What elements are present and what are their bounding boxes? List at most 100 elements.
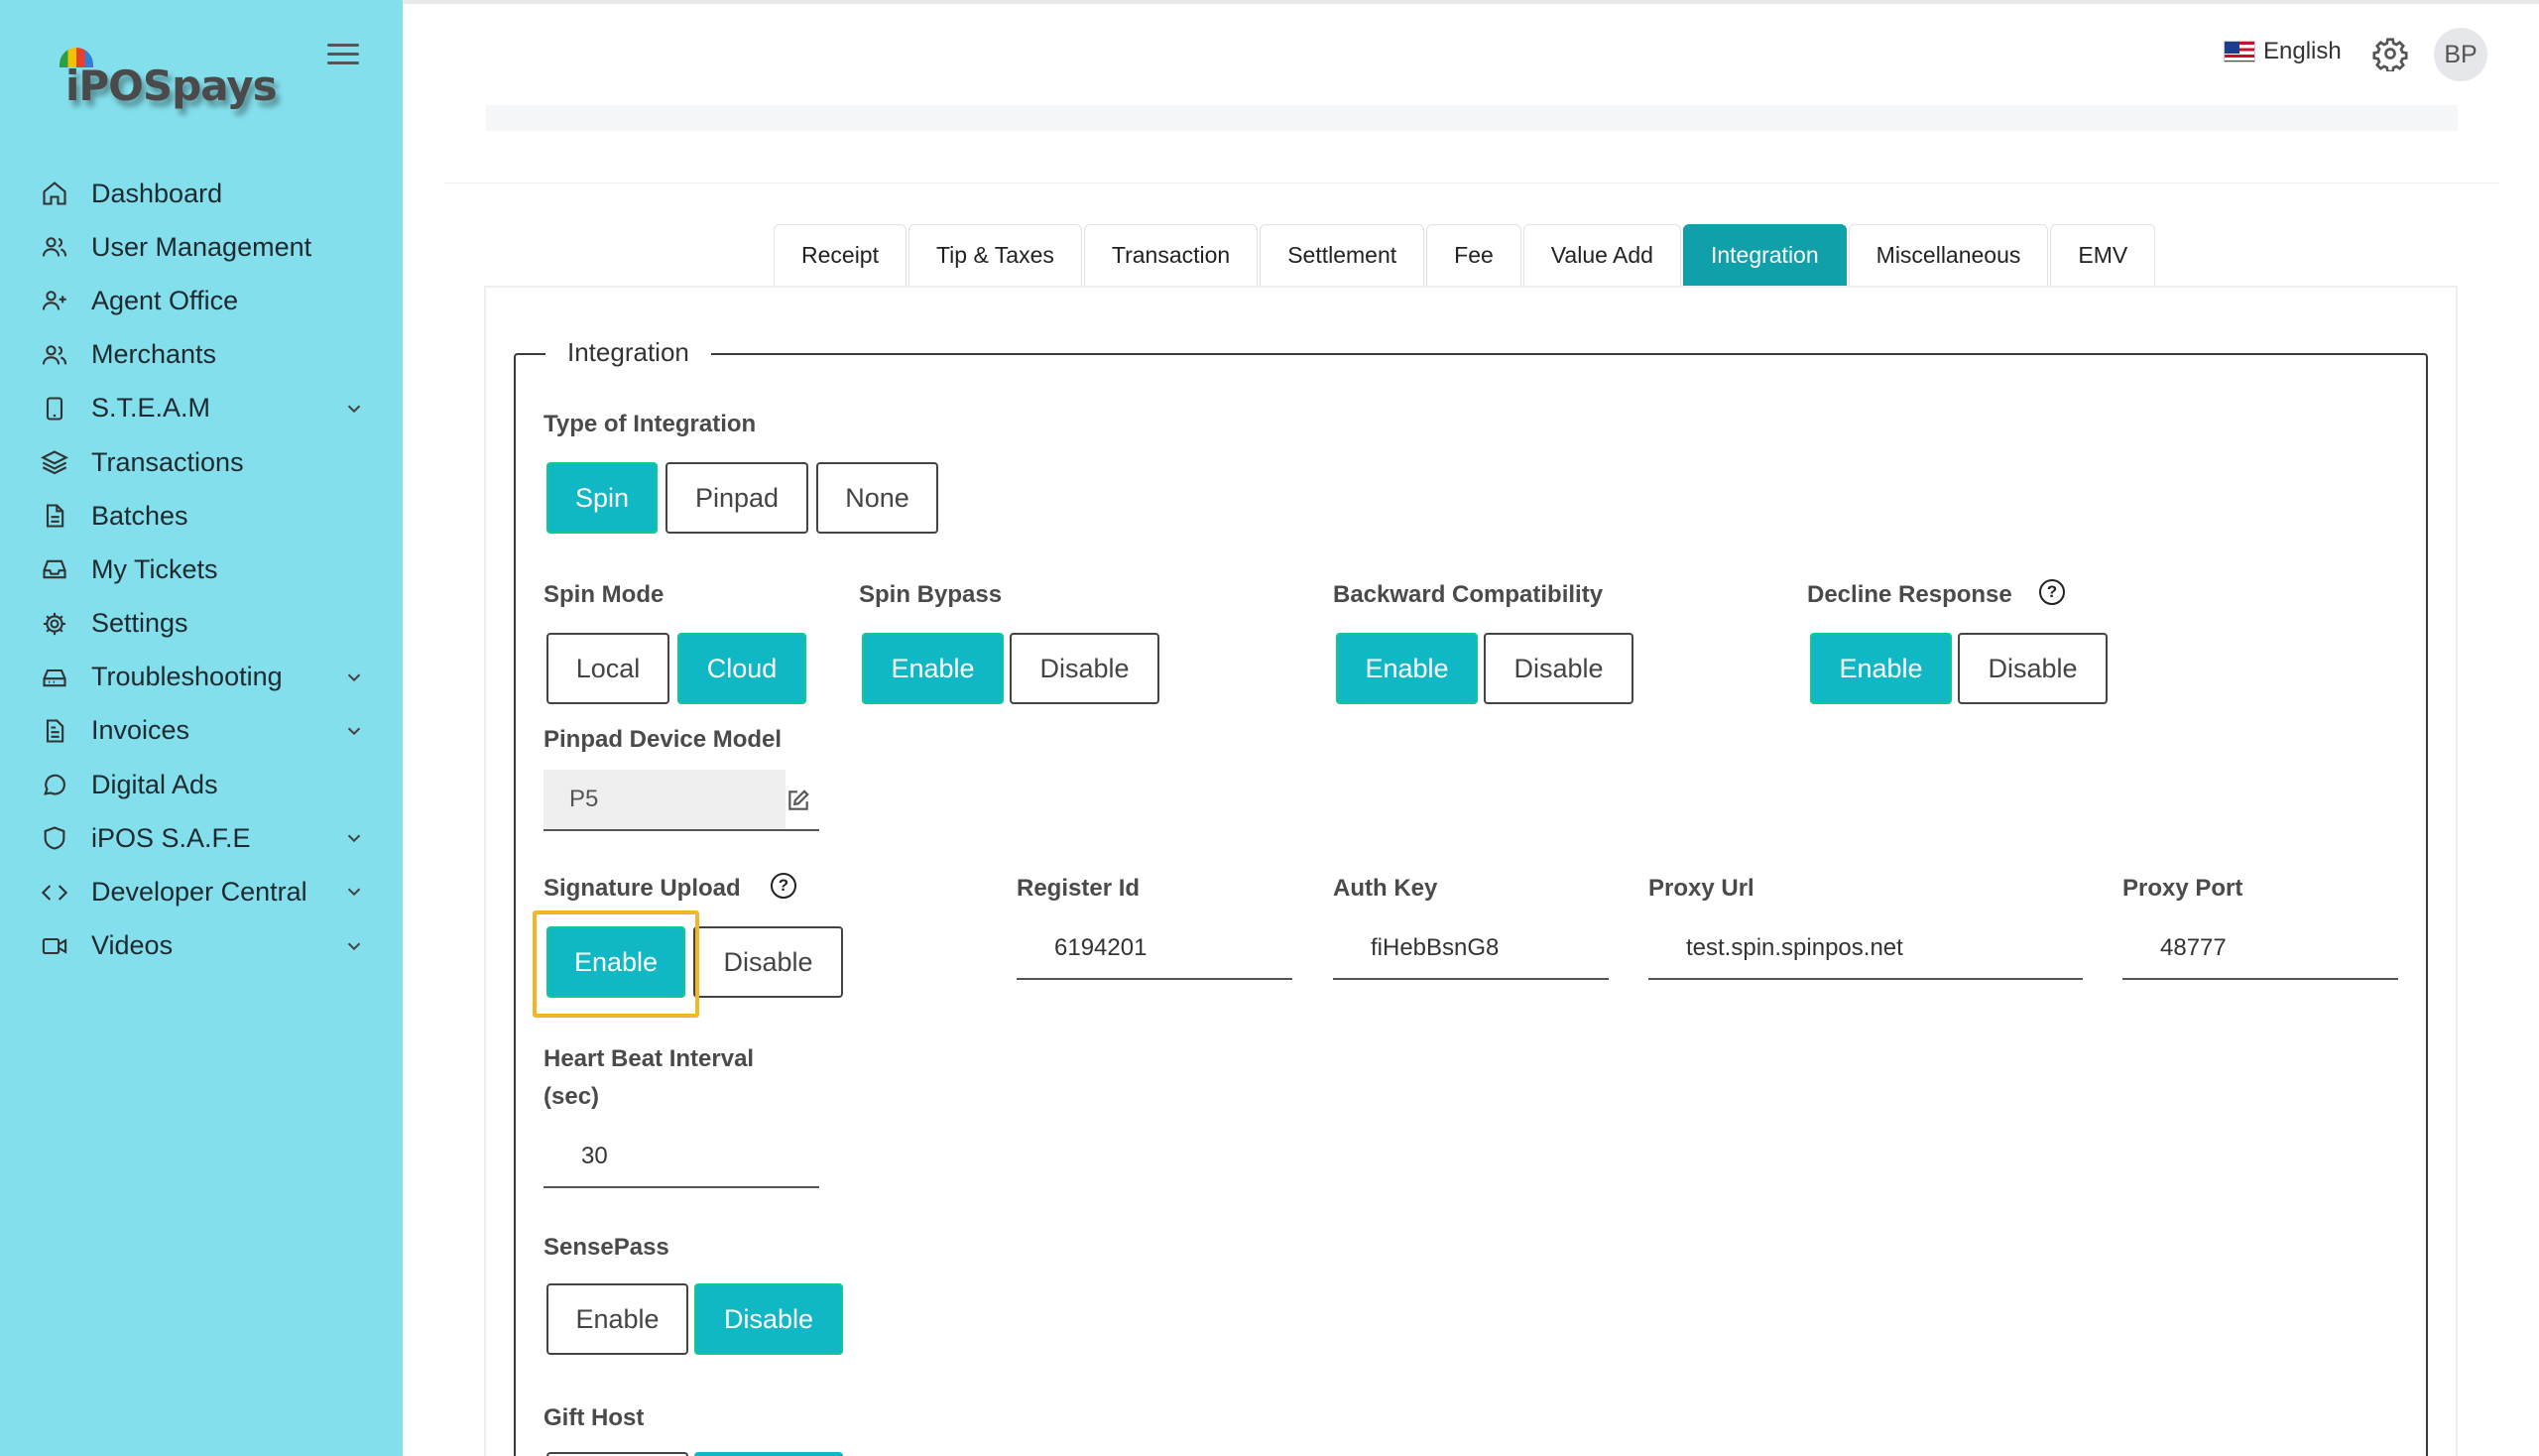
tab-tip-taxes[interactable]: Tip & Taxes bbox=[907, 224, 1082, 286]
sidebar-item-label: S.T.E.A.M bbox=[91, 393, 211, 424]
decline-response-enable-button[interactable]: Enable bbox=[1810, 633, 1952, 704]
pinpad-device-model-label: Pinpad Device Model bbox=[544, 726, 783, 753]
chevron-down-icon[interactable] bbox=[343, 827, 365, 849]
proxy-url-input[interactable]: test.spin.spinpos.net bbox=[1648, 918, 2083, 980]
sidebar-item-label: Batches bbox=[91, 500, 188, 531]
gift-host-option-button-selected[interactable] bbox=[694, 1452, 843, 1456]
file-icon bbox=[38, 499, 71, 533]
tab-transaction[interactable]: Transaction bbox=[1083, 224, 1259, 286]
chevron-down-icon[interactable] bbox=[343, 398, 365, 420]
sidebar-item-developer-central[interactable]: Developer Central bbox=[38, 865, 365, 918]
user-plus-icon bbox=[38, 284, 71, 317]
settings-tabs: Receipt Tip & Taxes Transaction Settleme… bbox=[774, 224, 2157, 286]
spin-bypass-enable-button[interactable]: Enable bbox=[862, 633, 1004, 704]
sidebar-item-transactions[interactable]: Transactions bbox=[38, 435, 365, 489]
avatar[interactable]: BP bbox=[2434, 28, 2487, 81]
sidebar-item-my-tickets[interactable]: My Tickets bbox=[38, 543, 365, 596]
tab-fee[interactable]: Fee bbox=[1426, 224, 1521, 286]
proxy-port-label: Proxy Port bbox=[2122, 875, 2243, 902]
register-id-input[interactable]: 6194201 bbox=[1017, 918, 1292, 980]
sidebar-item-videos[interactable]: Videos bbox=[38, 919, 365, 973]
spin-bypass-disable-button[interactable]: Disable bbox=[1010, 633, 1159, 704]
help-circle-icon[interactable]: ? bbox=[771, 873, 796, 899]
sidebar-item-settings[interactable]: Settings bbox=[38, 597, 365, 651]
chevron-down-icon[interactable] bbox=[343, 935, 365, 957]
sidebar-item-label: My Tickets bbox=[91, 553, 218, 584]
pinpad-button[interactable]: Pinpad bbox=[665, 462, 808, 534]
sidebar-item-user-management[interactable]: User Management bbox=[38, 220, 365, 274]
tab-receipt[interactable]: Receipt bbox=[774, 224, 907, 286]
sidebar-item-label: iPOS S.A.F.E bbox=[91, 822, 251, 853]
sidebar-item-dashboard[interactable]: Dashboard bbox=[38, 167, 365, 220]
backward-compatibility-label: Backward Compatibility bbox=[1333, 581, 1604, 608]
sidebar-item-troubleshooting[interactable]: Troubleshooting bbox=[38, 651, 365, 704]
sidebar-item-label: Developer Central bbox=[91, 877, 307, 908]
home-icon bbox=[38, 177, 71, 210]
tab-emv[interactable]: EMV bbox=[2050, 224, 2156, 286]
sidebar-item-label: Transactions bbox=[91, 446, 244, 477]
message-circle-icon bbox=[38, 768, 71, 801]
heart-beat-interval-unit: (sec) bbox=[544, 1083, 600, 1110]
fieldset-legend: Integration bbox=[545, 337, 711, 368]
spin-bypass-label: Spin Bypass bbox=[859, 581, 1003, 608]
sidebar-item-ipos-safe[interactable]: iPOS S.A.F.E bbox=[38, 811, 365, 865]
document-icon bbox=[38, 714, 71, 748]
register-id-label: Register Id bbox=[1017, 875, 1141, 902]
decline-response-disable-button[interactable]: Disable bbox=[1958, 633, 2108, 704]
tab-settlement[interactable]: Settlement bbox=[1260, 224, 1425, 286]
heart-beat-interval-input[interactable]: 30 bbox=[544, 1127, 819, 1188]
backward-compat-disable-button[interactable]: Disable bbox=[1484, 633, 1633, 704]
signature-upload-disable-button[interactable]: Disable bbox=[693, 926, 843, 998]
header-strip bbox=[486, 105, 2458, 131]
pinpad-device-model-input[interactable]: P5 bbox=[544, 770, 786, 831]
gift-host-option-button[interactable] bbox=[546, 1452, 688, 1456]
tab-integration[interactable]: Integration bbox=[1682, 224, 1847, 286]
gear-icon[interactable] bbox=[2372, 36, 2408, 73]
auth-key-input[interactable]: fiHebBsnG8 bbox=[1333, 918, 1609, 980]
settings-panel bbox=[484, 286, 2458, 1456]
heart-beat-interval-label: Heart Beat Interval bbox=[544, 1045, 755, 1072]
chevron-down-icon[interactable] bbox=[343, 667, 365, 688]
sidebar-item-agent-office[interactable]: Agent Office bbox=[38, 274, 365, 327]
sidebar-item-label: Merchants bbox=[91, 339, 217, 370]
chevron-down-icon[interactable] bbox=[343, 881, 365, 903]
hard-drive-icon bbox=[38, 661, 71, 694]
signature-upload-enable-button[interactable]: Enable bbox=[546, 926, 685, 998]
sidebar-nav: Dashboard User Management Agent Office M… bbox=[38, 167, 365, 973]
spin-mode-label: Spin Mode bbox=[544, 581, 665, 608]
sidebar-item-invoices[interactable]: Invoices bbox=[38, 704, 365, 758]
layers-icon bbox=[38, 445, 71, 479]
inbox-icon bbox=[38, 552, 71, 586]
us-flag-icon bbox=[2224, 41, 2255, 62]
sidebar-item-merchants[interactable]: Merchants bbox=[38, 328, 365, 382]
help-circle-icon[interactable]: ? bbox=[2039, 579, 2065, 605]
spin-button[interactable]: Spin bbox=[546, 462, 658, 534]
proxy-port-input[interactable]: 48777 bbox=[2122, 918, 2398, 980]
auth-key-label: Auth Key bbox=[1333, 875, 1438, 902]
edit-icon[interactable] bbox=[786, 788, 811, 813]
sidebar-item-label: Videos bbox=[91, 930, 174, 961]
users-icon bbox=[38, 338, 71, 372]
sensepass-disable-button[interactable]: Disable bbox=[694, 1283, 843, 1355]
chevron-down-icon[interactable] bbox=[343, 720, 365, 742]
tab-value-add[interactable]: Value Add bbox=[1522, 224, 1681, 286]
language-selector[interactable]: English bbox=[2224, 38, 2342, 65]
gear-icon bbox=[38, 607, 71, 641]
tab-miscellaneous[interactable]: Miscellaneous bbox=[1848, 224, 2049, 286]
cloud-button[interactable]: Cloud bbox=[677, 633, 806, 704]
logo-text: iPOSpays bbox=[65, 61, 278, 110]
video-icon bbox=[38, 929, 71, 963]
integration-fieldset bbox=[514, 353, 2428, 1456]
shield-icon bbox=[38, 821, 71, 855]
sidebar-item-batches[interactable]: Batches bbox=[38, 489, 365, 543]
local-button[interactable]: Local bbox=[546, 633, 669, 704]
backward-compat-enable-button[interactable]: Enable bbox=[1336, 633, 1478, 704]
sidebar-item-steam[interactable]: S.T.E.A.M bbox=[38, 382, 365, 435]
topbar-border bbox=[403, 0, 2539, 4]
sidebar-item-digital-ads[interactable]: Digital Ads bbox=[38, 758, 365, 811]
none-button[interactable]: None bbox=[816, 462, 938, 534]
hamburger-menu-icon[interactable] bbox=[327, 42, 361, 67]
sidebar-item-label: Troubleshooting bbox=[91, 662, 283, 692]
ipospays-logo[interactable]: iPOSpays bbox=[58, 44, 278, 123]
sensepass-enable-button[interactable]: Enable bbox=[546, 1283, 688, 1355]
